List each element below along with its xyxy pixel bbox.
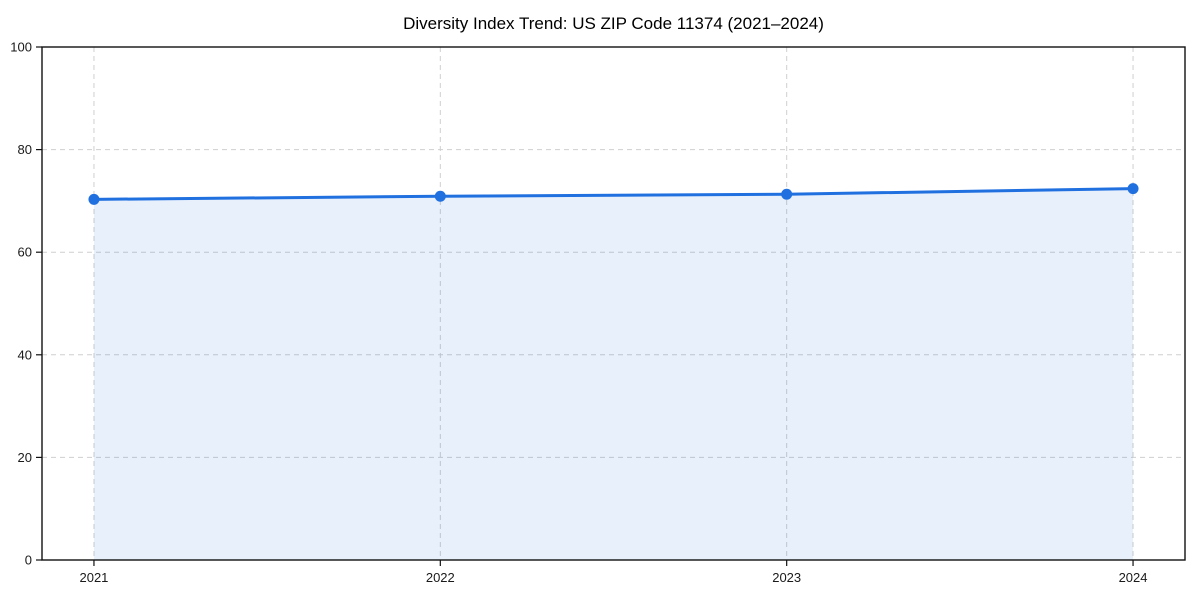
area-fill bbox=[93, 188, 1134, 560]
data-point bbox=[781, 188, 793, 200]
x-tick-label: 2022 bbox=[426, 570, 455, 585]
y-tick-label: 60 bbox=[18, 245, 32, 260]
data-point bbox=[1127, 183, 1139, 195]
trend-line bbox=[92, 187, 1135, 201]
x-tick-label: 2023 bbox=[772, 570, 801, 585]
x-tick-label: 2024 bbox=[1119, 570, 1148, 585]
y-tick-label: 0 bbox=[25, 553, 32, 568]
y-tick-label: 80 bbox=[18, 142, 32, 157]
axes-frame bbox=[41, 46, 1186, 561]
y-tick-label: 20 bbox=[18, 450, 32, 465]
y-tick-label: 40 bbox=[18, 347, 32, 362]
chart-title: Diversity Index Trend: US ZIP Code 11374… bbox=[403, 14, 824, 33]
x-tick-label: 2021 bbox=[79, 570, 108, 585]
data-point bbox=[434, 190, 446, 202]
y-tick-label: 100 bbox=[10, 40, 32, 55]
data-point bbox=[88, 193, 100, 205]
